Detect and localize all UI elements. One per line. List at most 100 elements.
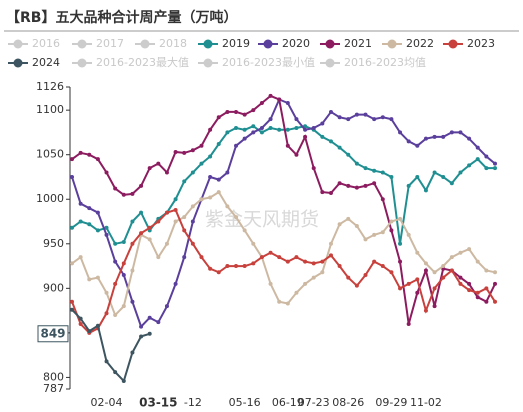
x-tick-label: 03-15 — [139, 396, 177, 410]
point — [182, 150, 187, 155]
point — [259, 130, 264, 135]
point — [363, 183, 368, 188]
point — [182, 228, 187, 233]
point — [234, 264, 239, 269]
point — [208, 195, 213, 200]
point — [441, 174, 446, 179]
point — [216, 142, 221, 147]
point — [328, 191, 333, 196]
legend-marker — [77, 39, 87, 49]
point — [432, 286, 437, 291]
point — [139, 334, 144, 339]
point — [121, 304, 126, 309]
y-tick-label: 787 — [43, 382, 64, 395]
point — [389, 174, 394, 179]
point — [173, 207, 178, 212]
point — [190, 148, 195, 153]
point — [121, 272, 126, 277]
point — [164, 304, 169, 309]
point — [406, 321, 411, 326]
point — [415, 143, 420, 148]
point — [234, 109, 239, 114]
point — [130, 241, 135, 246]
point — [337, 222, 342, 227]
point — [363, 237, 368, 242]
point — [104, 232, 109, 237]
point — [475, 157, 480, 162]
point — [328, 253, 333, 258]
point — [70, 174, 74, 179]
point — [303, 259, 308, 264]
y-tick-label: 1126 — [36, 80, 64, 93]
point — [484, 299, 489, 304]
point — [432, 134, 437, 139]
point — [87, 152, 92, 157]
point — [354, 223, 359, 228]
point — [251, 130, 256, 135]
annotation-label: 849 — [40, 326, 65, 340]
point — [441, 264, 446, 269]
point — [182, 179, 187, 184]
legend-marker — [263, 39, 273, 49]
point — [251, 241, 256, 246]
x-tick-label: 07-23 — [298, 396, 330, 409]
point — [380, 230, 385, 235]
legend-label: 2024 — [32, 56, 60, 69]
point — [268, 250, 273, 255]
point — [285, 101, 290, 106]
point — [173, 281, 178, 286]
y-tick-label: 950 — [43, 237, 64, 250]
point — [225, 109, 230, 114]
point — [225, 264, 230, 269]
point — [493, 270, 497, 275]
point — [423, 308, 428, 313]
point — [389, 117, 394, 122]
point — [190, 170, 195, 175]
point — [311, 275, 316, 280]
legend-marker — [140, 39, 150, 49]
point — [216, 177, 221, 182]
point — [95, 210, 100, 215]
y-tick-label: 1100 — [36, 103, 64, 116]
point — [216, 190, 221, 195]
legend-marker — [387, 39, 397, 49]
series-line — [71, 94, 496, 325]
x-tick-label: 08-26 — [332, 396, 364, 409]
point — [78, 201, 83, 206]
point — [372, 259, 377, 264]
point — [225, 204, 230, 209]
point — [87, 222, 92, 227]
point — [173, 197, 178, 202]
point — [139, 183, 144, 188]
point — [423, 136, 428, 141]
point — [441, 134, 446, 139]
point — [139, 210, 144, 215]
legend-label: 2016-2023最小值 — [222, 56, 315, 69]
point — [208, 154, 213, 159]
point — [113, 281, 118, 286]
point — [156, 219, 161, 224]
point — [78, 150, 83, 155]
legend-label: 2019 — [222, 37, 250, 50]
point — [225, 130, 230, 135]
point — [294, 290, 299, 295]
point — [78, 219, 83, 224]
legend-marker — [77, 58, 87, 68]
point — [277, 299, 282, 304]
point — [87, 277, 92, 282]
watermark: 紫金天风期货 — [205, 209, 319, 231]
point — [234, 125, 239, 130]
point — [130, 219, 135, 224]
point — [242, 127, 247, 132]
point — [398, 216, 403, 221]
x-tick-label: 11-02 — [410, 396, 442, 409]
point — [415, 174, 420, 179]
legend-marker — [448, 39, 458, 49]
point — [432, 304, 437, 309]
point — [104, 170, 109, 175]
point — [78, 321, 83, 326]
point — [467, 136, 472, 141]
legend-label: 2023 — [467, 37, 495, 50]
point — [346, 152, 351, 157]
